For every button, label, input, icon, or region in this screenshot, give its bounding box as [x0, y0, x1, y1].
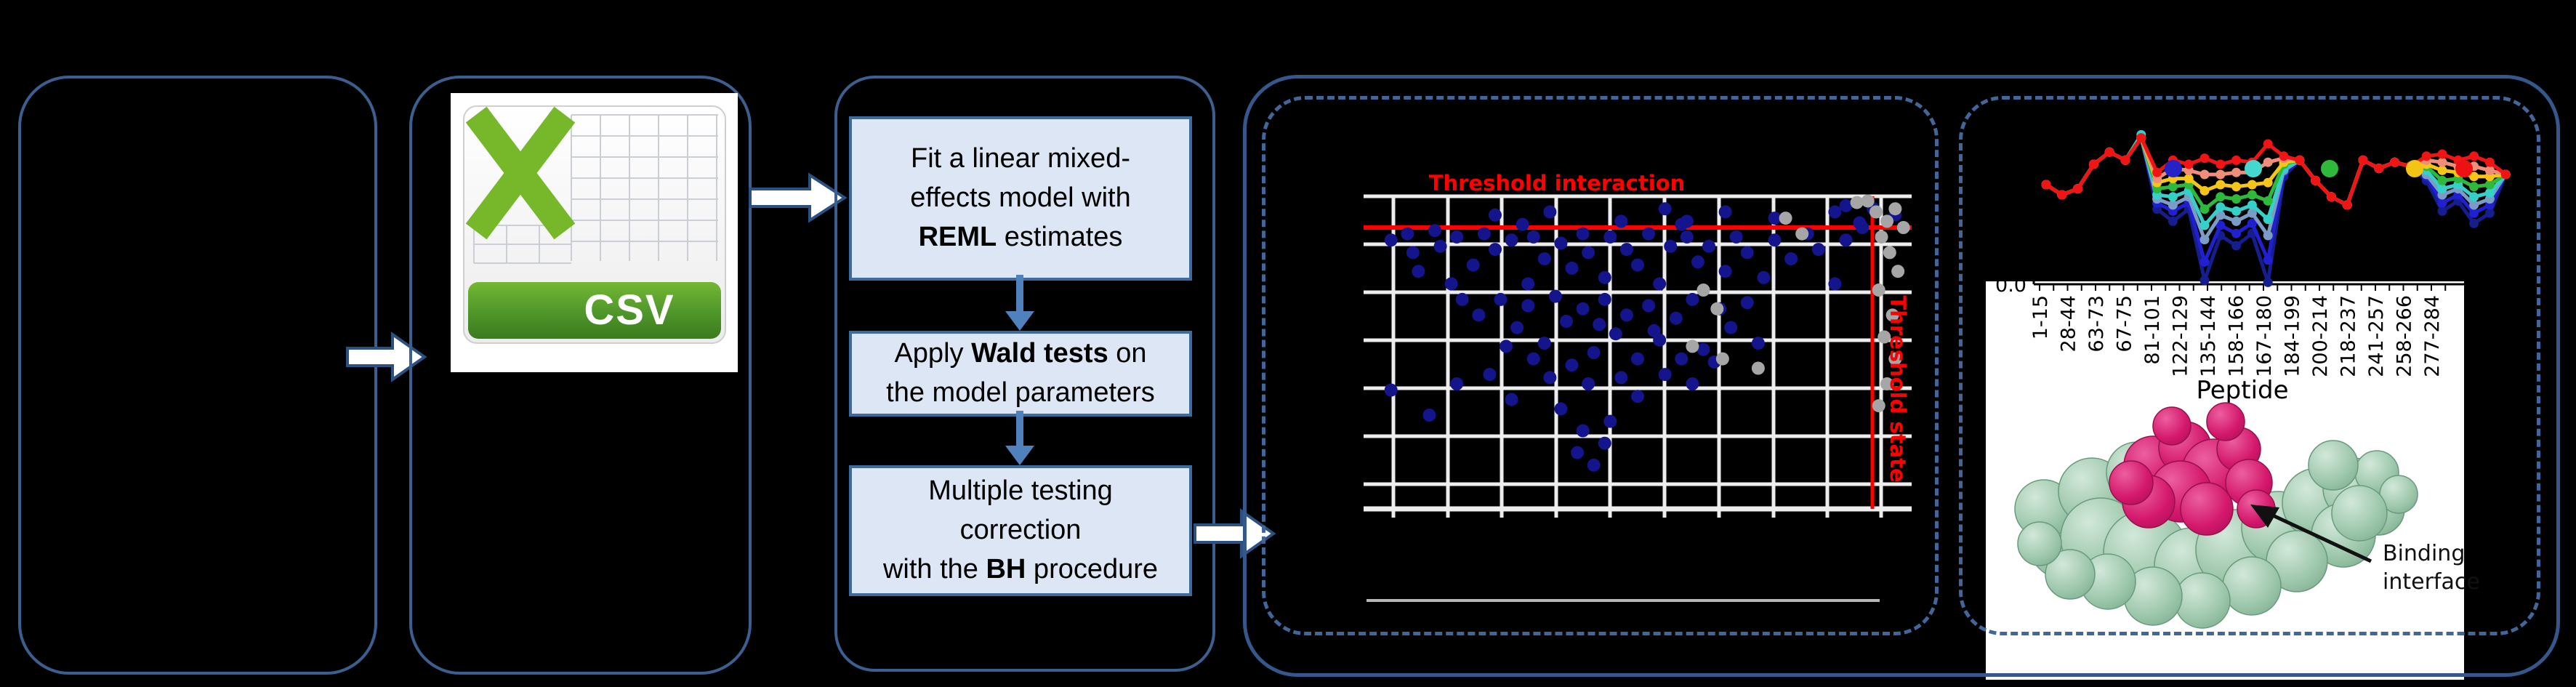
scatter-threshold-lines: [1364, 196, 1912, 509]
svg-text:122-129: 122-129: [2170, 295, 2192, 377]
svg-text:200-214: 200-214: [2309, 295, 2332, 377]
panel-input: [18, 76, 377, 675]
arrow-right-1-icon: [346, 332, 427, 382]
line-chart-legend-dots: [2165, 160, 2473, 177]
scatter-data-points: [1384, 194, 1910, 472]
y-axis-tick-label: 0.0: [1995, 274, 2026, 297]
scatter-gridlines: [1364, 194, 1912, 602]
svg-text:277-284: 277-284: [2421, 295, 2444, 377]
svg-text:28-44: 28-44: [2058, 295, 2080, 352]
csv-file-icon: CSV: [463, 105, 726, 344]
binding-interface-label: Binding interface: [2383, 541, 2480, 595]
arrow-right-3-icon: [1194, 508, 1276, 559]
svg-text:67-75: 67-75: [2114, 295, 2136, 352]
svg-text:158-166: 158-166: [2226, 295, 2248, 377]
csv-label: CSV: [584, 286, 675, 334]
svg-text:241-257: 241-257: [2365, 295, 2388, 377]
svg-text:1-15: 1-15: [2029, 295, 2052, 340]
svg-text:81-101: 81-101: [2141, 295, 2164, 365]
binding-interface-arrow-icon: [2250, 505, 2372, 563]
peptide-axis-label: Peptide: [2196, 376, 2288, 405]
arrow-down-1-icon: [1005, 275, 1034, 331]
panel-statistical-workflow: [834, 76, 1215, 672]
svg-text:135-144: 135-144: [2197, 295, 2220, 377]
spreadsheet-grid: [473, 114, 718, 264]
svg-text:218-237: 218-237: [2338, 295, 2360, 377]
svg-text:184-199: 184-199: [2282, 295, 2304, 377]
panel-csv-file: [409, 76, 752, 675]
flow-box-bh: Multiple testing correction with the BH pr…: [849, 465, 1192, 596]
svg-text:63-73: 63-73: [2085, 295, 2108, 352]
excel-x-glyph: [465, 106, 576, 240]
line-chart-series: [2041, 129, 2511, 287]
svg-text:258-266: 258-266: [2394, 295, 2416, 377]
arrow-right-2-icon: [749, 172, 848, 223]
svg-text:167-180: 167-180: [2253, 295, 2276, 377]
protein-structure-image: [2014, 402, 2418, 629]
flow-box-wald: Apply Wald tests on the model parameters: [849, 331, 1192, 417]
threshold-state-label: Threshold state: [1885, 295, 1910, 482]
threshold-interaction-label: Threshold interaction: [1429, 171, 1686, 196]
arrow-down-2-icon: [1005, 411, 1034, 465]
flow-box-reml: Fit a linear mixed-effects model with REM…: [849, 116, 1192, 281]
line-chart-axis: 1-15 28-44 63-73 67-75 81-101 122-129 135-144 1…: [2029, 273, 2509, 377]
